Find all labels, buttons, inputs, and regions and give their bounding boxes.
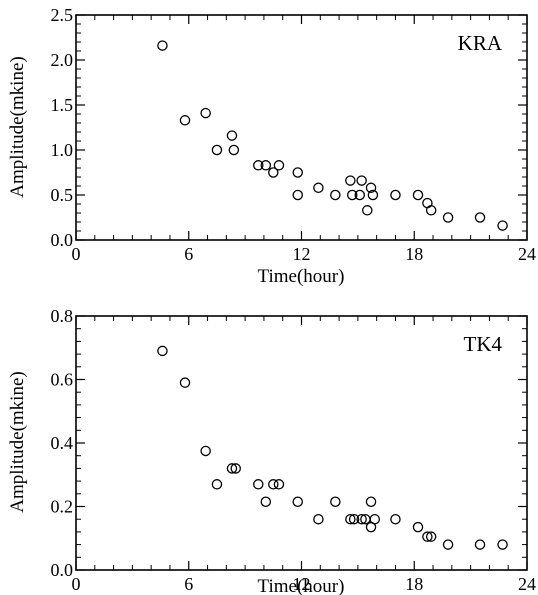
data-point <box>157 345 168 357</box>
y-axis-title: Amplitude(mkine) <box>7 371 28 512</box>
data-point <box>211 144 223 156</box>
data-point <box>412 521 424 533</box>
data-point <box>367 189 379 201</box>
data-point <box>442 539 454 550</box>
data-point <box>230 463 241 474</box>
x-tick-label: 18 <box>405 574 423 594</box>
plot-frame <box>75 315 528 571</box>
data-point <box>200 107 211 119</box>
data-point <box>226 130 238 141</box>
y-tick-label: 0.4 <box>51 433 74 453</box>
chart-panel-kra: 0 6 12 18 24 0.0 0.5 1.0 1.5 2.0 2.5 KRA Time(hour… <box>7 5 536 287</box>
data-point <box>260 496 272 507</box>
data-point <box>292 496 303 507</box>
x-tick-label: 12 <box>293 574 311 594</box>
data-point <box>273 479 285 490</box>
y-tick-label: 1.5 <box>51 95 74 115</box>
y-tick-label: 0.6 <box>51 370 74 390</box>
data-point <box>474 212 486 223</box>
data-point <box>365 182 377 194</box>
panel-label: KRA <box>458 31 503 55</box>
data-point <box>497 220 508 231</box>
x-tick-label: 6 <box>184 574 193 594</box>
axis-tick-labels: 0 6 12 18 24 0.0 0.5 1.0 1.5 2.0 2.5 <box>51 5 537 264</box>
data-points <box>157 40 508 231</box>
x-tick-label: 24 <box>518 574 536 594</box>
data-point <box>292 189 303 201</box>
x-tick-label: 0 <box>72 574 81 594</box>
y-tick-label: 0.8 <box>51 306 74 326</box>
data-point <box>253 479 264 490</box>
x-tick-label: 12 <box>293 244 311 264</box>
x-tick-label: 18 <box>405 244 423 264</box>
y-tick-label: 0.5 <box>51 185 74 205</box>
data-point <box>345 175 356 186</box>
chart-panel-tk4: 0 6 12 18 24 0.0 0.2 0.4 0.6 0.8 TK4 Time(hour) A… <box>7 306 536 595</box>
data-points <box>157 345 508 550</box>
data-point <box>348 513 360 525</box>
axis-tick-labels: 0 6 12 18 24 0.0 0.2 0.4 0.6 0.8 <box>51 306 537 594</box>
data-point <box>412 189 424 201</box>
data-point <box>260 160 272 171</box>
data-point <box>313 182 324 194</box>
y-tick-label: 0.2 <box>51 497 74 517</box>
data-point <box>442 212 454 223</box>
panel-label: TK4 <box>464 332 503 356</box>
data-point <box>211 479 223 490</box>
data-point <box>253 160 264 171</box>
data-point <box>228 144 240 156</box>
y-tick-label: 0.0 <box>51 230 74 250</box>
data-point <box>179 115 191 126</box>
data-point <box>369 513 381 525</box>
data-point <box>330 189 341 201</box>
data-point <box>268 479 279 490</box>
y-tick-label: 0.0 <box>51 560 74 580</box>
data-point <box>345 513 356 525</box>
y-tick-label: 2.5 <box>51 5 74 25</box>
data-point <box>474 539 486 550</box>
data-point <box>313 513 324 525</box>
data-point <box>356 513 367 525</box>
data-point <box>330 496 341 507</box>
data-point <box>497 539 508 550</box>
data-point <box>356 175 367 186</box>
x-tick-label: 24 <box>518 244 536 264</box>
data-point <box>362 205 373 216</box>
data-point <box>157 40 168 51</box>
data-point <box>179 377 191 388</box>
y-axis-title: Amplitude(mkine) <box>7 56 28 197</box>
y-tick-label: 1.0 <box>51 140 74 160</box>
data-point <box>200 445 211 457</box>
data-point <box>346 189 358 201</box>
x-tick-label: 0 <box>72 244 81 264</box>
x-axis-title: Time(hour) <box>258 266 345 287</box>
data-point <box>390 189 401 201</box>
x-axis-title: Time(hour) <box>258 576 345 595</box>
data-point <box>390 513 401 525</box>
axis-ticks <box>75 14 528 241</box>
data-point <box>292 167 303 178</box>
data-point <box>425 205 437 216</box>
data-point <box>425 531 437 542</box>
y-tick-label: 2.0 <box>51 50 74 70</box>
data-point <box>365 496 377 507</box>
data-point <box>354 189 366 201</box>
x-tick-label: 6 <box>184 244 193 264</box>
data-point <box>226 463 238 474</box>
data-point <box>422 531 433 542</box>
data-point <box>273 160 285 171</box>
axis-ticks <box>75 315 528 571</box>
data-point <box>268 167 279 178</box>
